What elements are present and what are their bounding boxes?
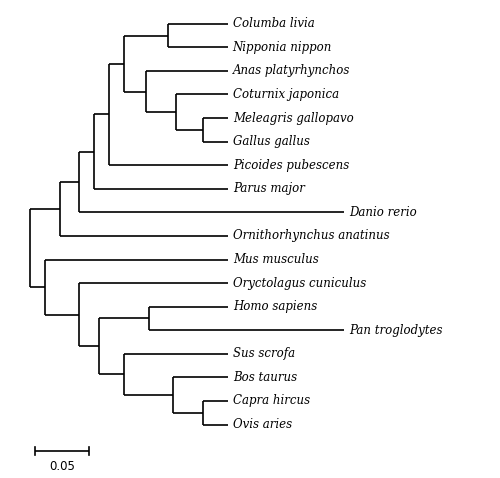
Text: Mus musculus: Mus musculus bbox=[232, 253, 318, 266]
Text: Parus major: Parus major bbox=[232, 182, 304, 196]
Text: Coturnix japonica: Coturnix japonica bbox=[232, 88, 339, 101]
Text: Pan troglodytes: Pan troglodytes bbox=[349, 324, 442, 337]
Text: Ornithorhynchus anatinus: Ornithorhynchus anatinus bbox=[232, 229, 390, 242]
Text: Meleagris gallopavo: Meleagris gallopavo bbox=[232, 111, 354, 125]
Text: Homo sapiens: Homo sapiens bbox=[232, 300, 317, 313]
Text: Ovis aries: Ovis aries bbox=[232, 418, 292, 431]
Text: Anas platyrhynchos: Anas platyrhynchos bbox=[232, 65, 350, 77]
Text: 0.05: 0.05 bbox=[49, 460, 75, 473]
Text: Columba livia: Columba livia bbox=[232, 17, 314, 30]
Text: Gallus gallus: Gallus gallus bbox=[232, 135, 310, 148]
Text: Bos taurus: Bos taurus bbox=[232, 371, 297, 384]
Text: Danio rerio: Danio rerio bbox=[349, 206, 416, 219]
Text: Sus scrofa: Sus scrofa bbox=[232, 348, 295, 360]
Text: Capra hircus: Capra hircus bbox=[232, 394, 310, 407]
Text: Nipponia nippon: Nipponia nippon bbox=[232, 41, 332, 54]
Text: Oryctolagus cuniculus: Oryctolagus cuniculus bbox=[232, 277, 366, 290]
Text: Picoides pubescens: Picoides pubescens bbox=[232, 159, 349, 172]
